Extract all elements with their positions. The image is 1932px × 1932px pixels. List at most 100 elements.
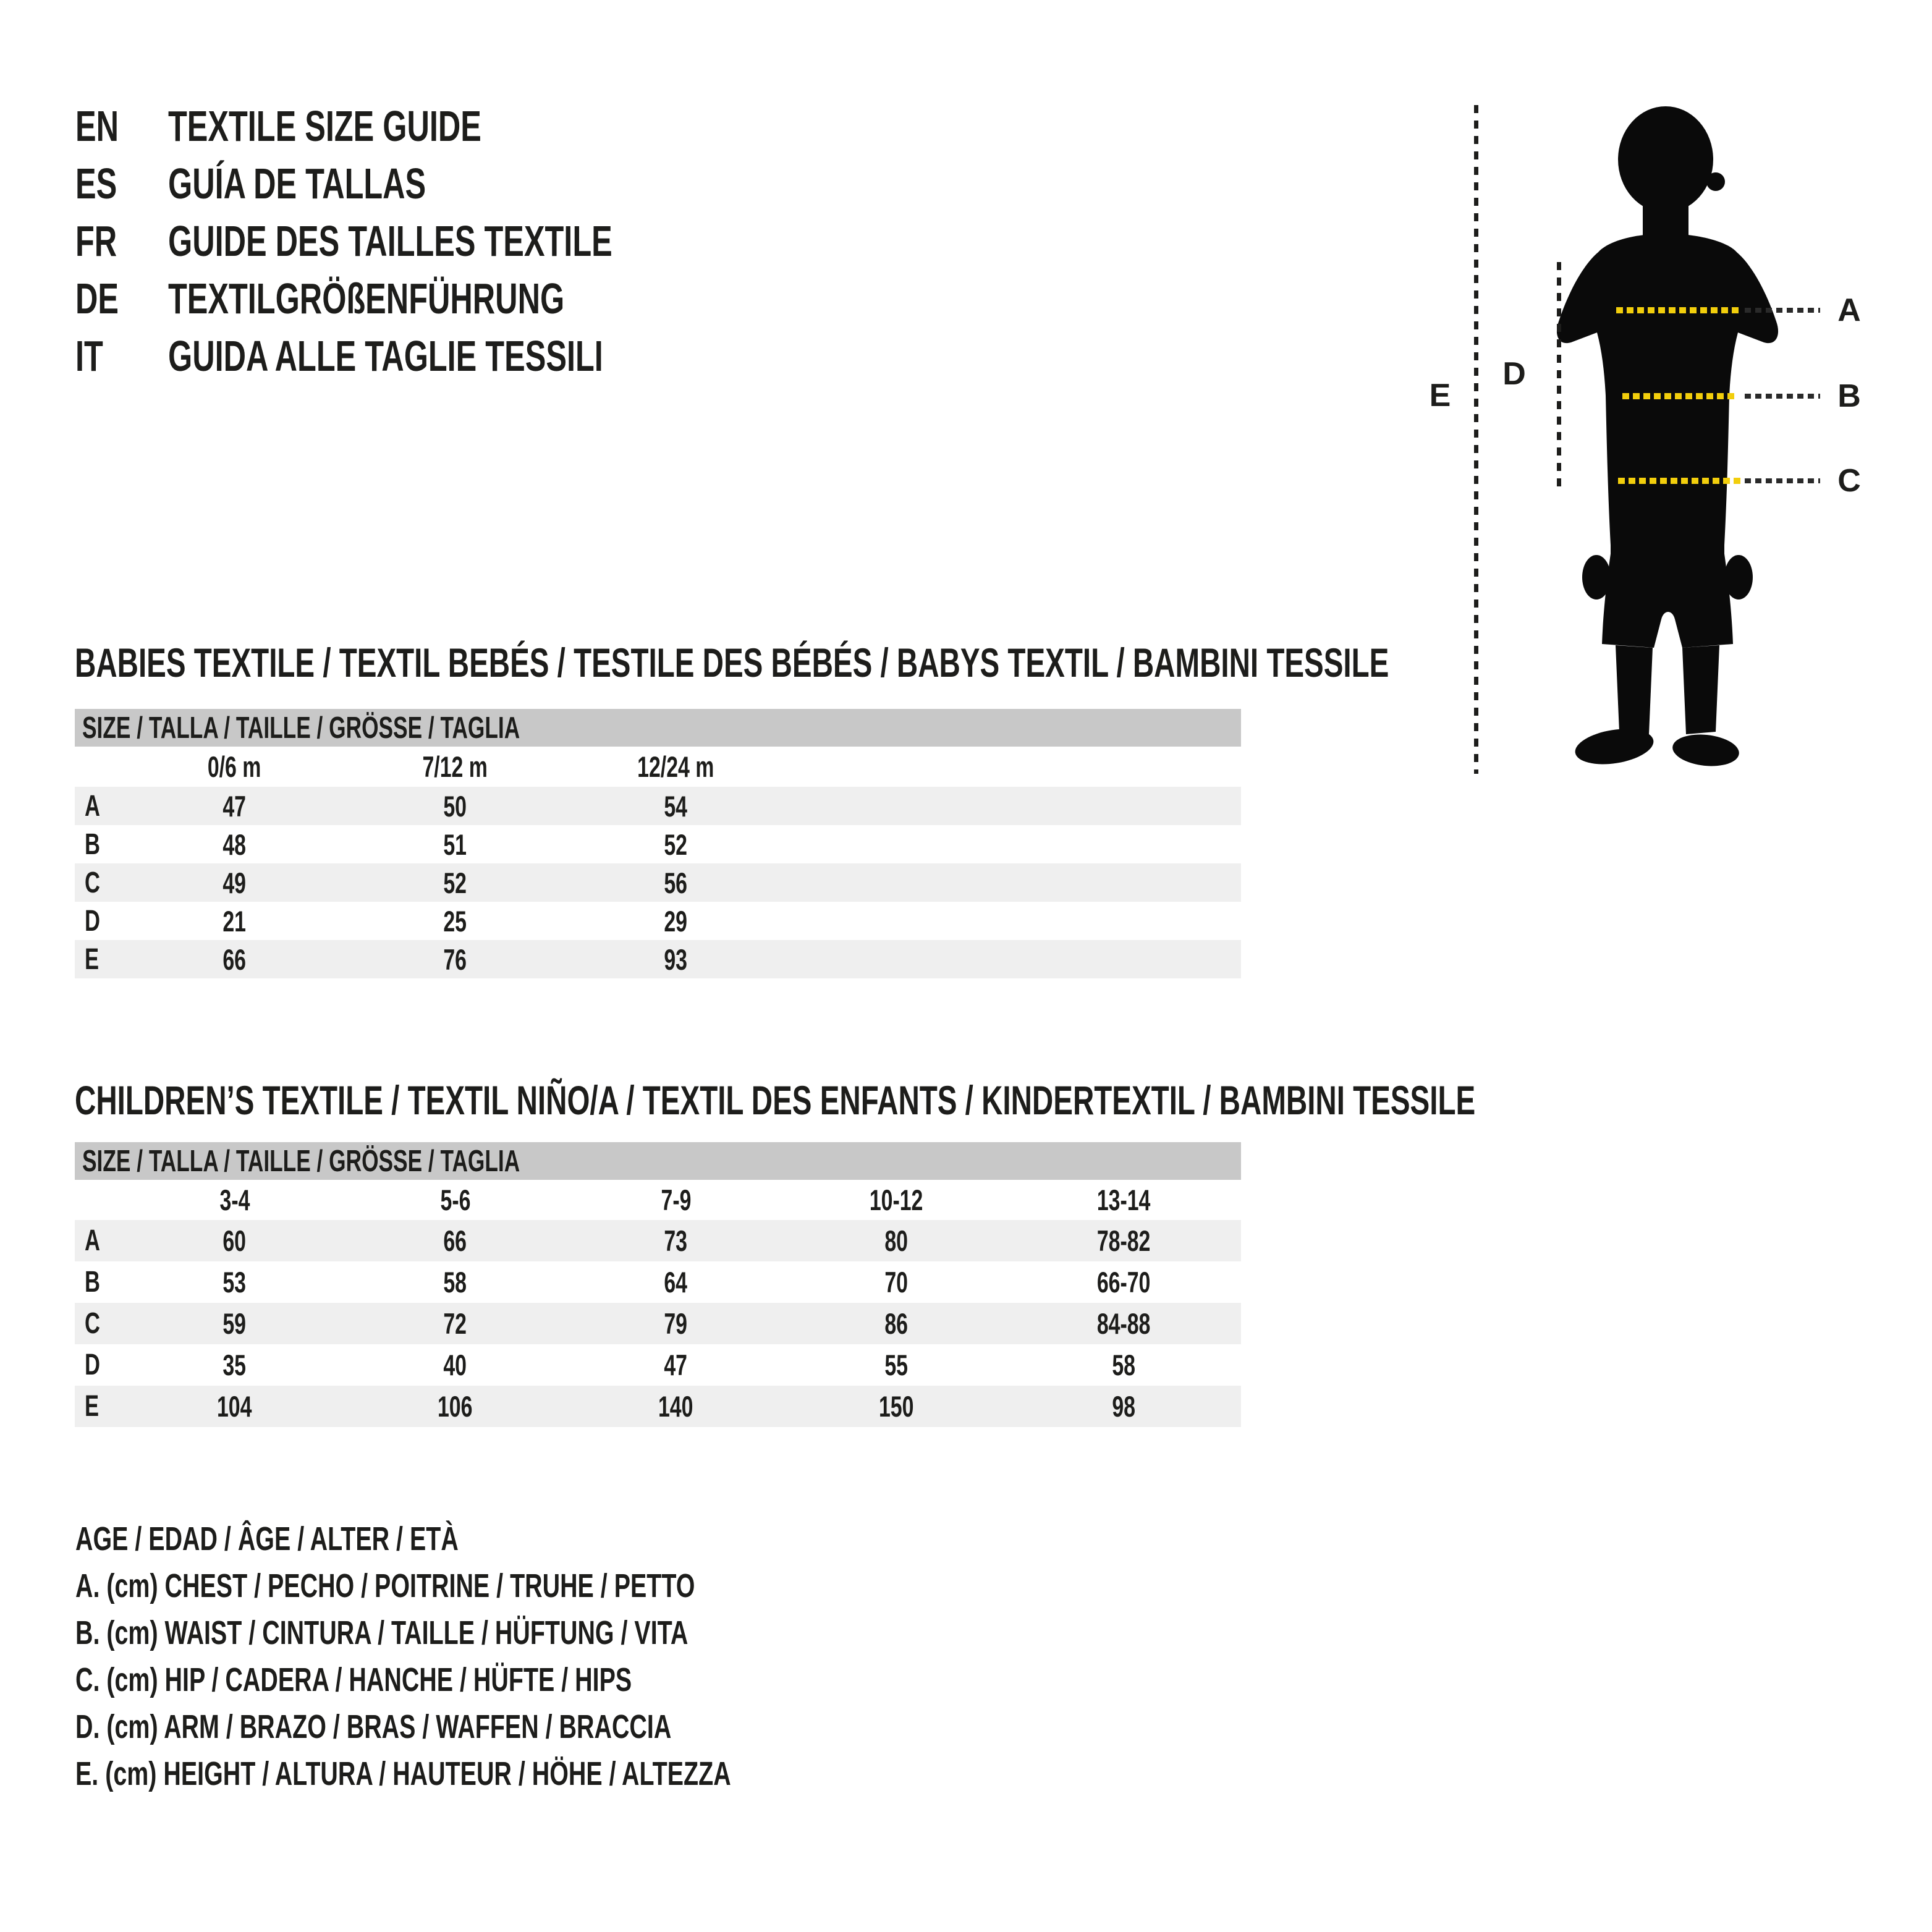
chest-measure-line-a	[1616, 307, 1740, 313]
table-value: 150	[879, 1390, 914, 1423]
table-value: 48	[222, 828, 247, 861]
waist-leader-line-b	[1745, 394, 1820, 399]
legend-line-height: E. (cm) HEIGHT / ALTURA / HAUTEUR / HÖHE…	[75, 1755, 731, 1792]
table-row: C 49 52 56	[75, 863, 1241, 902]
table-row: E 104 106 140 150 98	[75, 1386, 1241, 1427]
table-value: 50	[443, 789, 467, 823]
figure-label-b: B	[1837, 378, 1861, 414]
legend-line-chest: A. (cm) CHEST / PECHO / POITRINE / TRUHE…	[75, 1567, 695, 1604]
column-header: 12/24 m	[637, 750, 714, 783]
table-value: 140	[658, 1390, 693, 1423]
table-value: 60	[222, 1224, 247, 1257]
language-row-es: ES GUÍA DE TALLAS	[75, 155, 785, 212]
table-value: 66-70	[1097, 1266, 1151, 1299]
table-value: 58	[1112, 1349, 1136, 1381]
size-header-label: SIZE / TALLA / TAILLE / GRÖSSE / TAGLIA	[82, 1144, 520, 1178]
legend-line-arm: D. (cm) ARM / BRAZO / BRAS / WAFFEN / BR…	[75, 1708, 672, 1745]
size-header-bar: SIZE / TALLA / TAILLE / GRÖSSE / TAGLIA	[75, 1142, 1241, 1180]
column-header-row: 0/6 m 7/12 m 12/24 m	[75, 747, 1241, 787]
babies-section-title: BABIES TEXTILE / TEXTIL BEBÉS / TESTILE …	[75, 640, 1389, 685]
column-header-row: 3-4 5-6 7-9 10-12 13-14	[75, 1180, 1241, 1220]
legend-line-age: AGE / EDAD / ÂGE / ALTER / ETÀ	[75, 1520, 459, 1557]
hip-measure-line-c	[1618, 478, 1742, 484]
column-header: 7/12 m	[422, 750, 488, 783]
row-label: E	[85, 943, 100, 976]
table-value: 56	[664, 866, 688, 899]
table-value: 21	[222, 904, 247, 938]
height-measure-line-e	[1474, 105, 1478, 774]
language-code: FR	[75, 216, 117, 265]
chest-leader-line-a	[1745, 308, 1820, 313]
column-header: 10-12	[870, 1184, 923, 1216]
table-value: 52	[443, 866, 467, 899]
legend-line-hip: C. (cm) HIP / CADERA / HANCHE / HÜFTE / …	[75, 1661, 632, 1698]
row-label: D	[85, 1349, 100, 1381]
size-header-bar: SIZE / TALLA / TAILLE / GRÖSSE / TAGLIA	[75, 709, 1241, 747]
table-value: 54	[664, 789, 688, 823]
table-value: 104	[217, 1390, 252, 1423]
children-section-title: CHILDREN’S TEXTILE / TEXTIL NIÑO/A / TEX…	[75, 1077, 1476, 1123]
table-value: 78-82	[1097, 1224, 1151, 1257]
language-code: IT	[75, 331, 103, 380]
figure-label-d: D	[1502, 356, 1526, 392]
table-row: B 53 58 64 70 66-70	[75, 1261, 1241, 1303]
table-row: A 47 50 54	[75, 787, 1241, 825]
table-row: B 48 51 52	[75, 825, 1241, 863]
language-row-fr: FR GUIDE DES TAILLES TEXTILE	[75, 212, 785, 269]
row-label: A	[85, 1224, 100, 1257]
table-value: 84-88	[1097, 1307, 1151, 1340]
table-row: D 21 25 29	[75, 902, 1241, 940]
table-value: 58	[443, 1266, 467, 1299]
language-row-it: IT GUIDA ALLE TAGLIE TESSILI	[75, 327, 785, 384]
table-value: 25	[443, 904, 467, 938]
table-value: 49	[222, 866, 247, 899]
babies-size-table: SIZE / TALLA / TAILLE / GRÖSSE / TAGLIA …	[75, 709, 1241, 978]
figure-label-e: E	[1429, 378, 1451, 413]
table-value: 55	[884, 1349, 909, 1381]
table-value: 72	[443, 1307, 467, 1340]
language-row-en: EN TEXTILE SIZE GUIDE	[75, 97, 785, 155]
child-silhouette-icon	[1556, 106, 1779, 766]
table-value: 51	[443, 828, 467, 861]
language-title: GUIDA ALLE TAGLIE TESSILI	[168, 331, 603, 380]
table-value: 59	[222, 1307, 247, 1340]
legend-line-waist: B. (cm) WAIST / CINTURA / TAILLE / HÜFTU…	[75, 1614, 688, 1651]
table-value: 52	[664, 828, 688, 861]
table-value: 73	[664, 1224, 688, 1257]
table-row: A 60 66 73 80 78-82	[75, 1220, 1241, 1261]
table-row: C 59 72 79 86 84-88	[75, 1303, 1241, 1344]
column-header: 13-14	[1097, 1184, 1151, 1216]
row-label: D	[85, 904, 100, 938]
language-code: DE	[75, 274, 119, 323]
row-label: B	[85, 1266, 100, 1299]
table-value: 66	[222, 943, 247, 976]
column-header: 5-6	[440, 1184, 470, 1216]
table-row: E 66 76 93	[75, 940, 1241, 978]
language-title-list: EN TEXTILE SIZE GUIDE ES GUÍA DE TALLAS …	[75, 97, 785, 384]
row-label: B	[85, 828, 100, 861]
table-value: 80	[884, 1224, 909, 1257]
arm-measure-line-d	[1557, 262, 1561, 489]
row-label: A	[85, 789, 100, 823]
table-value: 29	[664, 904, 688, 938]
table-value: 86	[884, 1307, 909, 1340]
table-value: 64	[664, 1266, 688, 1299]
language-title: GUIDE DES TAILLES TEXTILE	[168, 216, 612, 265]
table-value: 47	[664, 1349, 688, 1381]
table-row: D 35 40 47 55 58	[75, 1344, 1241, 1386]
column-header: 7-9	[661, 1184, 691, 1216]
table-value: 79	[664, 1307, 688, 1340]
language-code: EN	[75, 101, 119, 150]
waist-measure-line-b	[1622, 393, 1737, 399]
language-title: GUÍA DE TALLAS	[168, 159, 426, 208]
column-header: 3-4	[219, 1184, 250, 1216]
language-title: TEXTILE SIZE GUIDE	[168, 101, 481, 150]
language-row-de: DE TEXTILGRÖßENFÜHRUNG	[75, 269, 785, 327]
table-value: 53	[222, 1266, 247, 1299]
column-header: 0/6 m	[208, 750, 261, 783]
language-title: TEXTILGRÖßENFÜHRUNG	[168, 274, 565, 323]
table-value: 106	[438, 1390, 473, 1423]
measurement-legend: AGE / EDAD / ÂGE / ALTER / ETÀ A. (cm) C…	[75, 1515, 973, 1797]
hip-leader-line-c	[1745, 478, 1820, 483]
